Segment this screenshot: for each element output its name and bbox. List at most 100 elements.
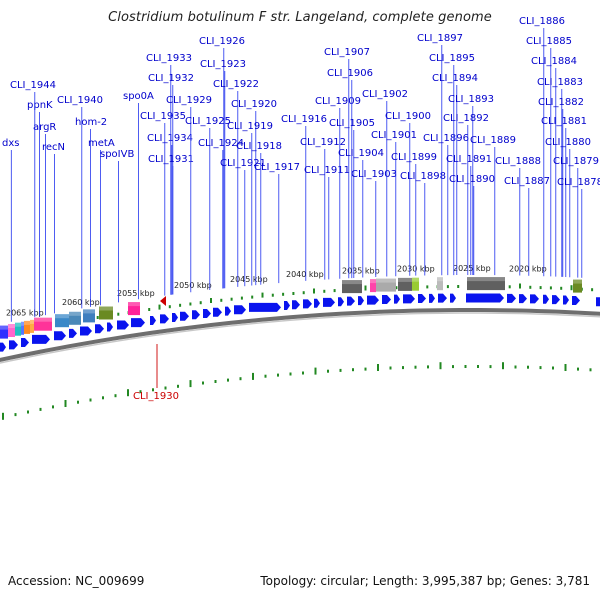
gene-label[interactable]: argR xyxy=(33,122,56,133)
gene-arrow[interactable] xyxy=(382,295,391,305)
gene-label[interactable]: CLI_1897 xyxy=(417,33,463,44)
gene-label[interactable]: CLI_1896 xyxy=(423,133,469,144)
gene-arrow[interactable] xyxy=(249,302,281,312)
gene-label[interactable]: metA xyxy=(88,138,115,149)
gene-arrow[interactable] xyxy=(180,311,189,321)
gene-arrow[interactable] xyxy=(150,315,156,325)
gene-arrow[interactable] xyxy=(338,297,344,307)
gene-arrow[interactable] xyxy=(95,324,104,334)
gene-label[interactable]: dxs xyxy=(2,138,19,149)
gene-arrow[interactable] xyxy=(323,297,335,307)
gene-label[interactable]: CLI_1884 xyxy=(531,56,577,67)
gene-arrow[interactable] xyxy=(418,294,426,304)
gene-arrow[interactable] xyxy=(572,296,580,306)
gene-label[interactable]: CLI_1929 xyxy=(166,95,212,106)
gene-label[interactable]: CLI_1899 xyxy=(391,152,437,163)
gene-label[interactable]: CLI_1906 xyxy=(327,68,373,79)
gene-label[interactable]: CLI_1934 xyxy=(147,133,193,144)
gene-label[interactable]: CLI_1898 xyxy=(400,171,446,182)
gene-arrow[interactable] xyxy=(563,295,569,305)
gene-arrow[interactable] xyxy=(403,294,415,304)
gene-arrow[interactable] xyxy=(314,298,320,308)
gene-arrow[interactable] xyxy=(21,338,29,348)
gene-label[interactable]: CLI_1883 xyxy=(537,77,583,88)
gene-label[interactable]: CLI_1922 xyxy=(213,79,259,90)
gene-arrow[interactable] xyxy=(203,308,211,318)
gene-arrow[interactable] xyxy=(0,342,6,352)
gene-label[interactable]: CLI_1940 xyxy=(57,95,103,106)
gene-label[interactable]: CLI_1881 xyxy=(541,116,587,127)
gene-arrow[interactable] xyxy=(596,297,600,307)
gene-label[interactable]: CLI_1916 xyxy=(281,114,327,125)
gene-arrow[interactable] xyxy=(172,312,178,322)
gene-arrow[interactable] xyxy=(117,320,129,330)
gene-label[interactable]: CLI_1912 xyxy=(300,137,346,148)
gene-label[interactable]: CLI_1901 xyxy=(371,130,417,141)
gene-arrow[interactable] xyxy=(394,294,400,304)
gene-arrow[interactable] xyxy=(530,294,539,304)
gene-arrow[interactable] xyxy=(234,305,246,315)
gene-arrow[interactable] xyxy=(507,293,516,303)
gene-label[interactable]: CLI_1904 xyxy=(338,148,384,159)
gene-arrow[interactable] xyxy=(450,293,456,303)
gene-arrow[interactable] xyxy=(543,294,549,304)
gene-label[interactable]: CLI_1903 xyxy=(351,169,397,180)
gene-label[interactable]: CLI_1892 xyxy=(443,113,489,124)
gene-label[interactable]: CLI_1902 xyxy=(362,89,408,100)
gene-arrow[interactable] xyxy=(303,299,312,309)
gene-arrow[interactable] xyxy=(192,310,200,320)
gene-arrow[interactable] xyxy=(429,293,435,303)
gene-label[interactable]: CLI_1926 xyxy=(199,36,245,47)
gene-arrow[interactable] xyxy=(519,294,527,304)
gene-arrow[interactable] xyxy=(32,334,50,344)
gene-label[interactable]: CLI_1905 xyxy=(329,118,375,129)
gene-label[interactable]: ppnK xyxy=(27,100,53,111)
gene-label[interactable]: CLI_1918 xyxy=(236,141,282,152)
gene-arrow[interactable] xyxy=(347,296,355,306)
gene-arrow[interactable] xyxy=(213,307,222,317)
gene-label[interactable]: CLI_1879 xyxy=(553,156,599,167)
gene-label[interactable]: CLI_1880 xyxy=(545,137,591,148)
gene-label[interactable]: CLI_1890 xyxy=(449,174,495,185)
gene-label[interactable]: CLI_1911 xyxy=(304,165,350,176)
gene-arrow[interactable] xyxy=(466,293,504,303)
gene-arrow[interactable] xyxy=(80,326,92,336)
highlighted-gene-label[interactable]: CLI_1930 xyxy=(133,391,179,402)
gene-label[interactable]: CLI_1907 xyxy=(324,47,370,58)
gene-arrow[interactable] xyxy=(367,295,379,305)
gene-label[interactable]: CLI_1931 xyxy=(148,154,194,165)
gene-label[interactable]: CLI_1887 xyxy=(504,176,550,187)
gene-label[interactable]: CLI_1921 xyxy=(220,158,266,169)
gene-arrow[interactable] xyxy=(225,306,231,316)
gene-arrow[interactable] xyxy=(284,300,290,310)
gene-label[interactable]: hom-2 xyxy=(75,117,107,128)
highlighted-gene-marker[interactable] xyxy=(160,296,166,306)
gene-label[interactable]: CLI_1933 xyxy=(146,53,192,64)
gene-label[interactable]: CLI_1924 xyxy=(198,138,244,149)
gene-label[interactable]: CLI_1895 xyxy=(429,53,475,64)
gene-arrow[interactable] xyxy=(54,331,66,341)
gene-label[interactable]: CLI_1891 xyxy=(446,154,492,165)
gene-arrow[interactable] xyxy=(69,328,77,338)
gene-label[interactable]: CLI_1944 xyxy=(10,80,56,91)
gene-label[interactable]: spoIVB xyxy=(100,149,134,160)
gene-label[interactable]: CLI_1919 xyxy=(227,121,273,132)
gene-label[interactable]: CLI_1925 xyxy=(185,116,231,127)
gene-label[interactable]: CLI_1878 xyxy=(557,177,600,188)
gene-arrow[interactable] xyxy=(131,318,145,328)
gene-label[interactable]: CLI_1909 xyxy=(315,96,361,107)
gene-arrow[interactable] xyxy=(160,314,169,324)
gene-label[interactable]: CLI_1894 xyxy=(432,73,478,84)
gene-arrow[interactable] xyxy=(9,340,18,350)
gene-label[interactable]: CLI_1893 xyxy=(448,94,494,105)
gene-label[interactable]: CLI_1920 xyxy=(231,99,277,110)
gene-arrow[interactable] xyxy=(107,322,113,332)
gene-label[interactable]: CLI_1935 xyxy=(140,111,186,122)
gene-label[interactable]: CLI_1888 xyxy=(495,156,541,167)
gene-label[interactable]: CLI_1889 xyxy=(470,135,516,146)
gene-arrow[interactable] xyxy=(552,295,560,305)
gene-label[interactable]: CLI_1900 xyxy=(385,111,431,122)
gene-label[interactable]: CLI_1917 xyxy=(254,162,300,173)
gene-label[interactable]: CLI_1932 xyxy=(148,73,194,84)
gene-label[interactable]: CLI_1923 xyxy=(200,59,246,70)
